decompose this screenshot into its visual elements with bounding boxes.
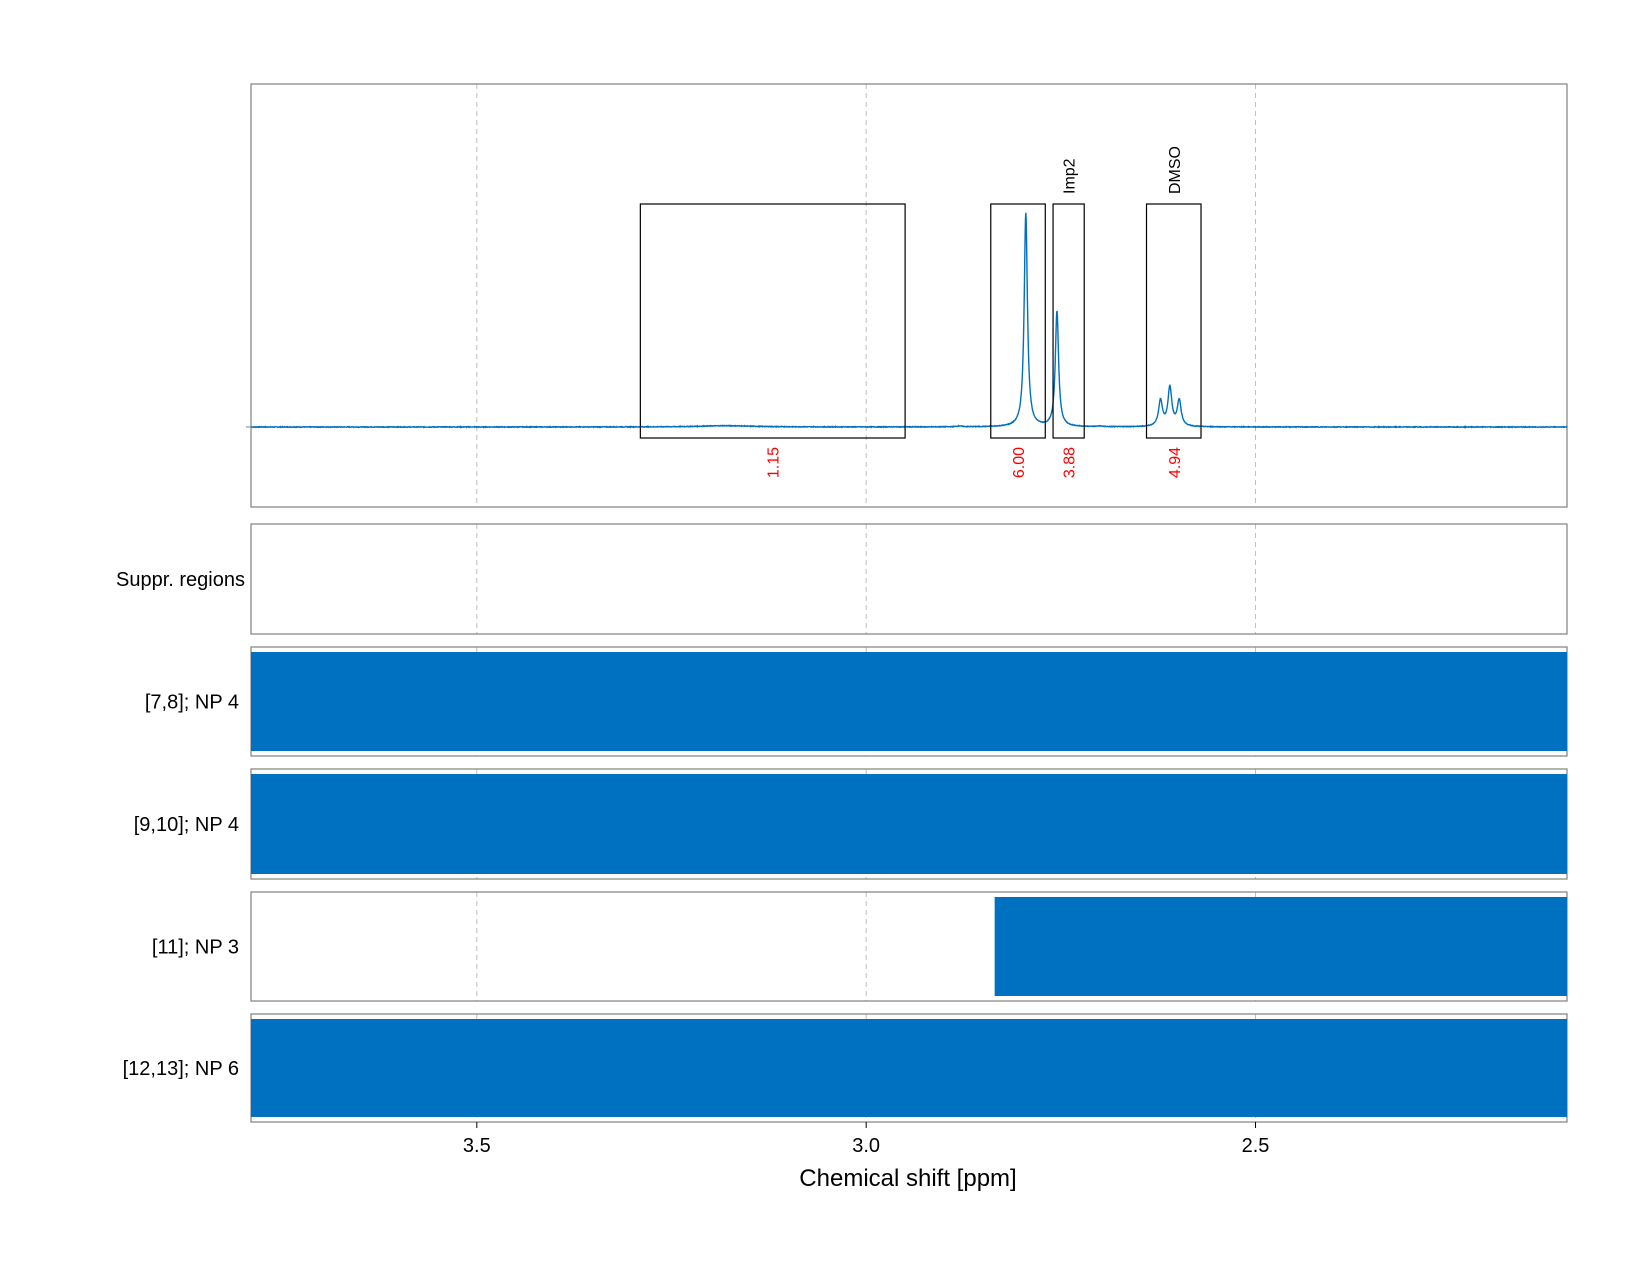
x-tick-label-2: 2.5 [1242,1135,1270,1157]
integral-box-2 [1052,203,1085,439]
integral-value-2: 3.88 [1062,447,1079,478]
track-label-2: [9,10]; NP 4 [134,814,239,836]
integral-value-3: 4.94 [1167,447,1184,478]
track-label-1: [7,8]; NP 4 [145,692,239,714]
x-axis-label: Chemical shift [ppm] [799,1165,1016,1192]
x-tick-label-0: 3.5 [463,1135,491,1157]
track-region-2-0 [251,774,1567,874]
track-region-1-0 [251,652,1567,751]
track-frame-0 [250,523,1568,635]
integral-box-0 [639,203,906,439]
track-label-3: [11]; NP 3 [152,937,239,959]
tracks-layer: Suppr. regions [7,8]; NP 4 [9,10]; NP 4 [11… [116,523,1568,1123]
region-label-3: DMSO [1167,146,1184,194]
integral-value-0: 1.15 [766,447,783,478]
integral-box-1 [990,203,1046,439]
track-region-4-0 [251,1019,1567,1117]
track-label-4: [12,13]; NP 6 [123,1058,239,1080]
spectrum-panel: 1.15 6.00 3.88 Imp2 4.94 DMSO [246,83,1568,508]
spectrum-panel-frame [250,83,1568,508]
spectrum-line [250,212,1568,429]
x-axis: 3.5 3.0 2.5 [463,1122,1270,1157]
integral-value-1: 6.00 [1011,447,1028,478]
integral-box-3 [1145,203,1202,439]
track-region-3-0 [994,897,1567,996]
region-label-2: Imp2 [1062,158,1079,194]
x-tick-label-1: 3.0 [852,1135,880,1157]
track-label-0: Suppr. regions [116,569,245,591]
